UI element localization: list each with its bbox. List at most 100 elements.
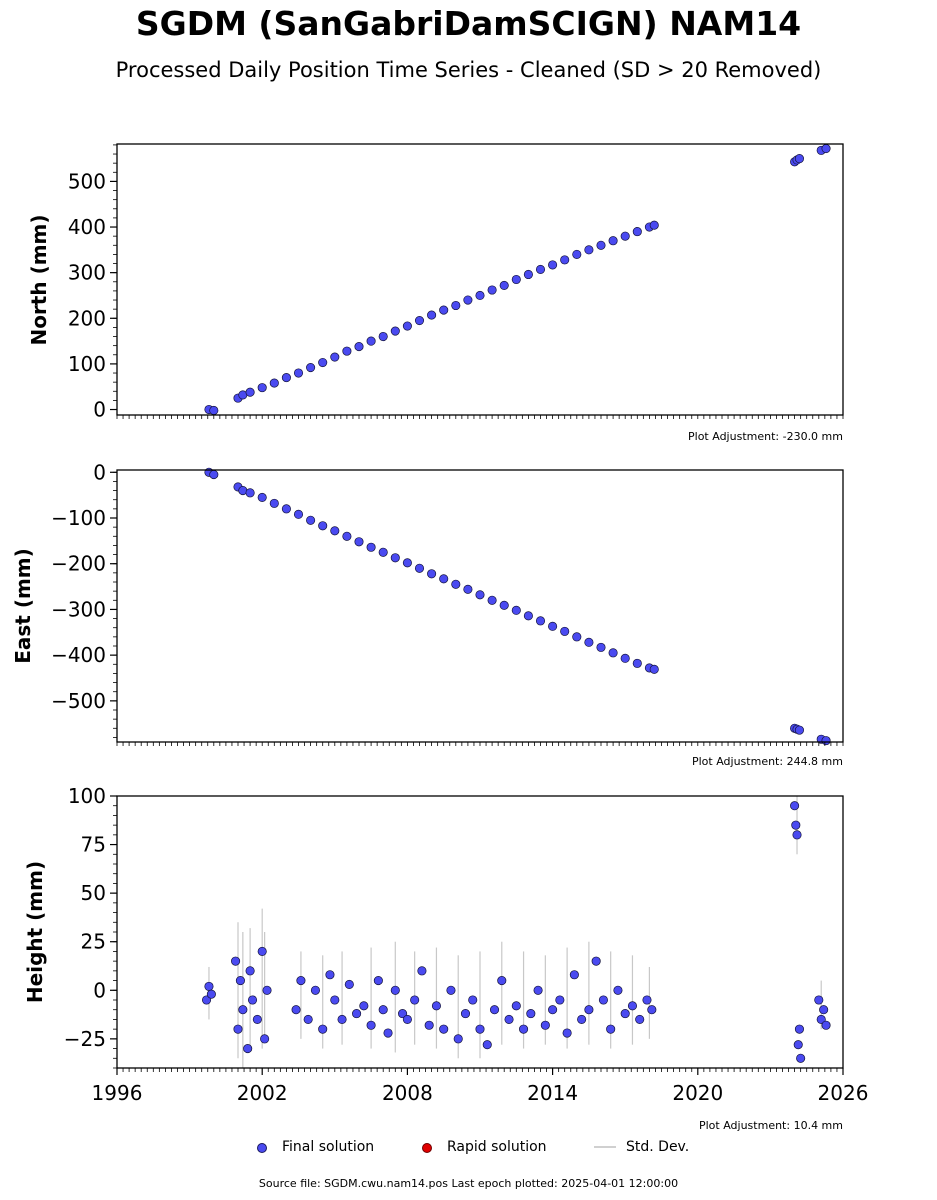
- data-point: [378, 547, 388, 557]
- data-point: [475, 590, 485, 600]
- data-point: [310, 985, 320, 995]
- plot-frame: [116, 469, 844, 743]
- legend-std-dev-line: [594, 1146, 616, 1148]
- data-point: [794, 725, 804, 735]
- data-point: [439, 574, 449, 584]
- data-point: [354, 537, 364, 547]
- data-point: [245, 387, 255, 397]
- data-point: [257, 946, 267, 956]
- data-point: [555, 995, 565, 1005]
- y-tick-label: 0: [93, 460, 106, 484]
- data-point: [257, 492, 267, 502]
- data-point: [460, 1009, 471, 1019]
- plot-adjustment-note: Plot Adjustment: 244.8 mm: [692, 755, 843, 768]
- legend-std-dev-label: Std. Dev.: [626, 1139, 690, 1155]
- data-point: [209, 405, 219, 415]
- data-point: [814, 995, 824, 1005]
- data-point: [620, 653, 630, 663]
- data-point: [247, 995, 258, 1005]
- data-point: [291, 1005, 301, 1015]
- data-point: [383, 1028, 393, 1038]
- data-point: [475, 290, 485, 301]
- y-axis-label: North (mm): [27, 214, 51, 345]
- chart-subtitle: Processed Daily Position Time Series - C…: [115, 58, 822, 82]
- data-point: [540, 1020, 550, 1030]
- data-point: [649, 220, 659, 230]
- data-point: [816, 1014, 826, 1024]
- data-point: [439, 1024, 449, 1034]
- data-point: [410, 995, 420, 1005]
- data-point: [794, 1024, 804, 1034]
- data-point: [463, 295, 473, 305]
- data-point: [204, 981, 214, 991]
- legend-final-solution-label: Final solution: [282, 1139, 375, 1155]
- data-point: [373, 976, 383, 986]
- data-point: [451, 300, 461, 311]
- y-tick-label: −25: [64, 1027, 106, 1051]
- chart-title: SGDM (SanGabriDamSCIGN) NAM14: [135, 4, 802, 43]
- legend-rapid-solution-label: Rapid solution: [447, 1139, 547, 1155]
- data-point: [591, 956, 601, 966]
- data-point: [608, 648, 618, 658]
- data-point: [598, 995, 608, 1005]
- data-point: [354, 342, 364, 352]
- legend-final-solution-marker: [257, 1143, 267, 1153]
- data-point: [519, 1024, 529, 1034]
- data-point: [337, 1014, 347, 1024]
- y-tick-label: −300: [51, 597, 106, 621]
- data-point: [359, 1001, 369, 1011]
- data-point: [511, 605, 521, 615]
- data-point: [819, 1005, 829, 1015]
- data-point: [620, 231, 630, 241]
- data-point: [577, 1014, 587, 1024]
- y-tick-label: 100: [68, 784, 106, 808]
- data-point: [647, 1005, 657, 1015]
- data-point: [482, 1040, 492, 1050]
- data-point: [451, 579, 461, 589]
- y-axis-label: East (mm): [11, 548, 35, 664]
- data-point: [511, 274, 521, 285]
- data-point: [318, 1024, 328, 1034]
- data-point: [378, 1005, 388, 1015]
- x-tick-label: 1996: [92, 1081, 143, 1105]
- data-point: [206, 989, 216, 999]
- data-point: [306, 515, 316, 525]
- data-point: [296, 976, 306, 986]
- x-tick-label: 2014: [527, 1081, 578, 1105]
- panel-0: 0 100 200 300 400 500 North (mm) Plot Adjustmen…: [27, 143, 844, 443]
- data-point: [596, 642, 606, 652]
- y-tick-label: −200: [51, 552, 106, 576]
- data-point: [330, 352, 340, 362]
- data-point: [366, 1020, 376, 1030]
- data-point: [233, 1024, 243, 1034]
- data-point: [463, 584, 473, 594]
- data-point: [497, 976, 507, 986]
- data-point: [402, 558, 412, 568]
- data-point: [632, 227, 642, 237]
- data-point: [790, 801, 800, 811]
- y-tick-label: 200: [68, 306, 106, 330]
- data-point: [424, 1020, 434, 1030]
- data-point: [281, 373, 291, 383]
- data-point: [796, 1053, 806, 1063]
- data-point: [439, 305, 449, 315]
- data-point: [209, 470, 219, 480]
- data-point: [548, 1005, 558, 1015]
- data-point: [238, 1005, 248, 1015]
- y-tick-label: 400: [68, 215, 106, 239]
- data-point: [792, 830, 802, 840]
- y-axis-label: Height (mm): [23, 861, 47, 1003]
- data-point: [791, 820, 801, 830]
- data-point: [330, 526, 340, 536]
- source-note: Source file: SGDM.cwu.nam14.pos Last epo…: [258, 1177, 679, 1190]
- data-point: [269, 498, 279, 508]
- data-point: [417, 966, 427, 976]
- data-point: [366, 336, 376, 346]
- data-point: [201, 995, 212, 1005]
- plot-frame: [116, 143, 844, 416]
- data-point: [635, 1014, 645, 1024]
- data-point: [793, 1040, 803, 1050]
- data-point: [562, 1028, 572, 1038]
- data-point: [293, 509, 304, 519]
